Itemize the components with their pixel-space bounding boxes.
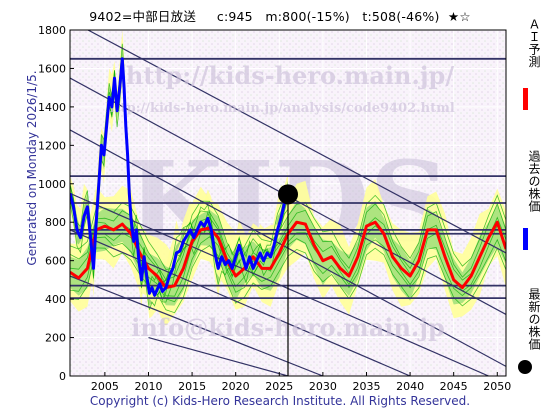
x-tick-label: 2035 [352, 380, 380, 393]
x-tick-label: 2040 [396, 380, 424, 393]
trend-line [70, 229, 411, 376]
watermark-top: http://kids-hero.main.jp/ [126, 61, 454, 90]
x-axis-ticks: 2005 2010 2015 2020 2025 2030 2035 2040 2045 2050 [91, 372, 511, 393]
y-tick-label: 600 [45, 255, 66, 268]
chart-title: 9402=中部日放送 c:945 m:800(-15%) t:508(-46%)… [89, 9, 471, 24]
x-tick-label: 2030 [309, 380, 337, 393]
trend-line [86, 30, 506, 254]
ai-forecast-legend-swatch [523, 88, 528, 110]
trend-line [70, 192, 489, 376]
past-price-legend-label: 過去の株価 [527, 150, 541, 213]
x-tick-label: 2050 [483, 380, 511, 393]
y-tick-label: 400 [45, 293, 66, 306]
y-tick-label: 800 [45, 216, 66, 229]
x-tick-label: 2015 [178, 380, 206, 393]
trend-line [148, 336, 289, 376]
y-tick-label: 1800 [38, 24, 66, 37]
latest-price-legend-dot [518, 360, 532, 374]
latest-price-marker [278, 184, 298, 205]
ai-forecast-legend-label: ＡＩ予測 [527, 18, 541, 68]
y-tick-label: 1400 [38, 101, 66, 114]
x-tick-label: 2010 [134, 380, 162, 393]
watermark-middle: http://kids-hero.main.jp/analysis/code94… [105, 101, 455, 116]
y-tick-label: 1200 [38, 139, 66, 152]
latest-price-legend-label: 最新の株価 [527, 288, 541, 351]
x-tick-label: 2020 [222, 380, 250, 393]
y-tick-label: 200 [45, 332, 66, 345]
past-price-line [70, 57, 290, 297]
y-tick-label: 1600 [38, 62, 66, 75]
y-tick-label: 0 [59, 370, 66, 383]
copyright-footer: Copyright (c) Kids-Hero Research Institu… [89, 394, 471, 408]
x-tick-label: 2005 [91, 380, 119, 393]
past-price-legend-swatch [523, 228, 528, 250]
trend-line [70, 275, 324, 376]
x-tick-label: 2025 [265, 380, 293, 393]
y-axis-ticks: 0 200 400 600 800 1000 1200 1400 1600 1800 [38, 24, 74, 383]
generated-date-label: Generated on Monday 2026/1/5. [25, 70, 39, 266]
x-tick-label: 2045 [440, 380, 468, 393]
y-tick-label: 1000 [38, 178, 66, 191]
plot-frame [69, 29, 507, 377]
